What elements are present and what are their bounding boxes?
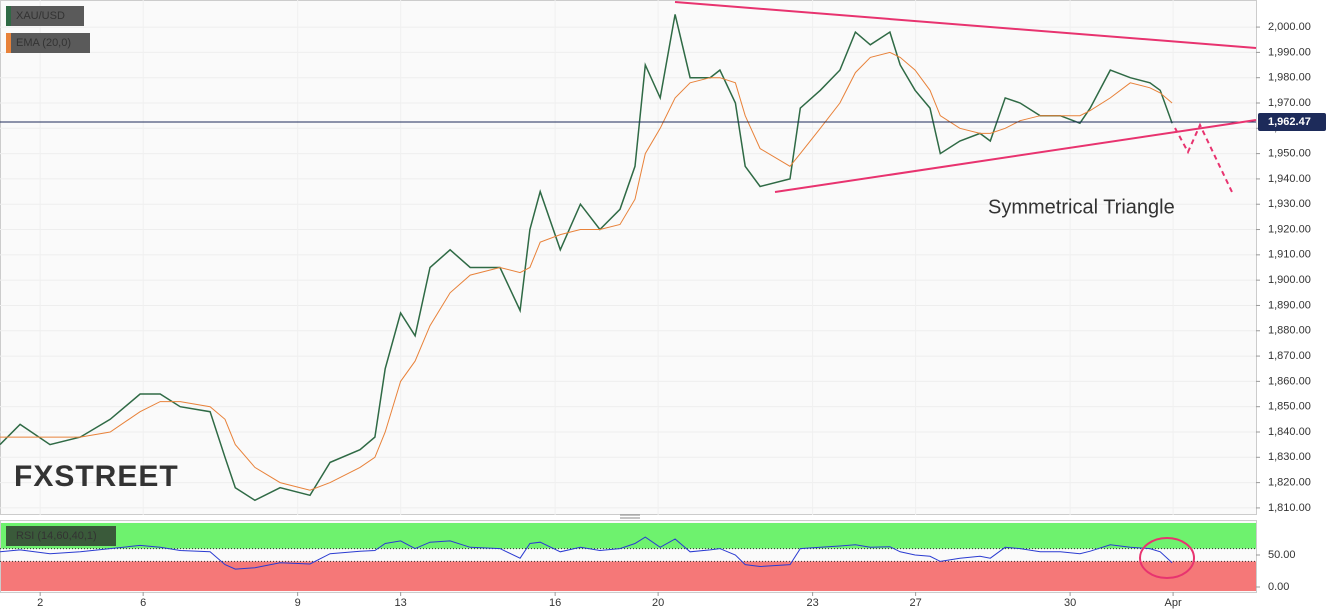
y-tick-label: 1,900.00 [1268,274,1311,286]
y-tick-label: 1,910.00 [1268,249,1311,261]
lower-trendline [774,119,1257,193]
y-tick-label: 1,890.00 [1268,299,1311,311]
y-tick-label: 1,930.00 [1268,198,1311,210]
x-tick-label: 27 [909,597,921,609]
x-tick-label: 20 [652,597,664,609]
y-tick-label: 1,820.00 [1268,477,1311,489]
projection-arrow [1174,122,1233,193]
legend-swatch [6,6,11,26]
oversold-band [1,561,1256,591]
price-panel [0,0,1257,515]
y-tick-label: 1,970.00 [1268,97,1311,109]
x-tick-label: 16 [549,597,561,609]
y-tick-label: 1,870.00 [1268,350,1311,362]
series-line [0,536,1173,570]
legend-label[interactable]: RSI (14,60,40,1) [16,530,97,542]
last-price-label: 1,962.47 [1268,116,1311,128]
upper-trendline [674,1,1257,49]
x-tick-label: 2 [37,597,43,609]
y-tick-label: 1,920.00 [1268,223,1311,235]
y-tick-label: 50.00 [1268,549,1296,561]
y-tick-label: 1,860.00 [1268,375,1311,387]
x-tick-label: 23 [806,597,818,609]
series-line [0,51,1173,491]
y-tick-label: 1,840.00 [1268,426,1311,438]
y-tick-label: 1,980.00 [1268,72,1311,84]
x-tick-label: 13 [395,597,407,609]
series-line [0,14,1173,502]
legend-label[interactable]: EMA (20,0) [16,37,71,49]
y-tick-label: 1,810.00 [1268,502,1311,514]
y-tick-label: 0.00 [1268,581,1289,593]
y-tick-label: 1,990.00 [1268,46,1311,58]
legend-swatch [6,33,11,53]
x-tick-label: Apr [1165,597,1182,609]
y-tick-label: 1,830.00 [1268,451,1311,463]
y-tick-label: 2,000.00 [1268,21,1311,33]
watermark: FXSTREET [14,460,179,493]
legend-box[interactable] [6,526,116,546]
legend-box[interactable] [6,6,84,26]
x-tick-label: 30 [1064,597,1076,609]
y-tick-label: 1,880.00 [1268,325,1311,337]
y-tick-label: 1,950.00 [1268,148,1311,160]
x-tick-label: 6 [140,597,146,609]
y-tick-label: 1,850.00 [1268,401,1311,413]
y-tick-label: 1,940.00 [1268,173,1311,185]
x-tick-label: 9 [295,597,301,609]
annotation: Symmetrical Triangle [988,196,1175,218]
rsi-highlight [1139,537,1195,579]
overbought-band [1,523,1256,549]
legend-label[interactable]: XAU/USD [16,10,65,22]
legend-box[interactable] [6,33,90,53]
last-price-box [1258,113,1326,132]
